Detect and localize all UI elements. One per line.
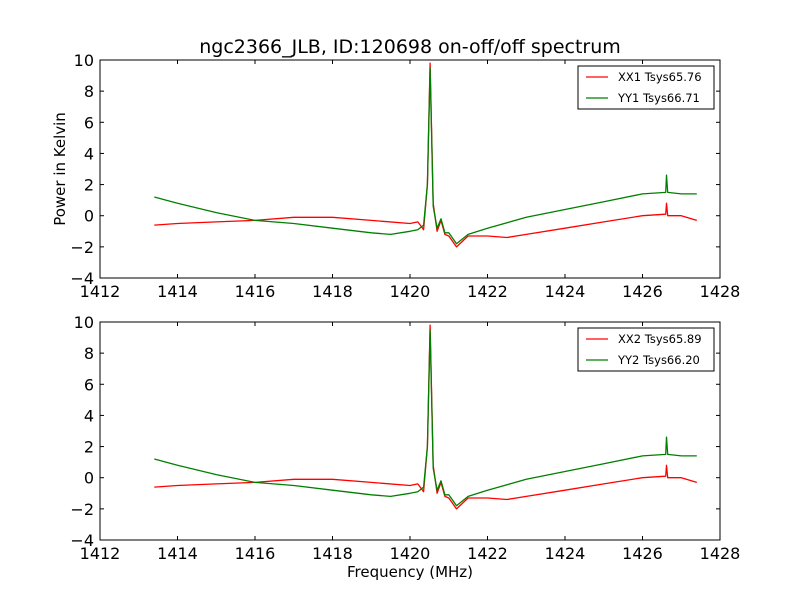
legend-box (577, 327, 715, 372)
y-tick-label: 0 (84, 469, 94, 488)
chart-title: ngc2366_JLB, ID:120698 on-off/off spectr… (199, 36, 621, 58)
x-tick-label: 1420 (390, 282, 431, 301)
y-tick-label: −4 (70, 269, 94, 288)
x-tick-label: 1424 (545, 544, 586, 563)
x-tick-label: 1418 (312, 282, 353, 301)
legend-label: YY1 Tsys66.71 (617, 91, 700, 105)
x-tick-label: 1416 (235, 282, 276, 301)
y-tick-label: 8 (84, 82, 94, 101)
y-tick-label: 4 (84, 406, 94, 425)
x-tick-label: 1418 (312, 544, 353, 563)
x-tick-label: 1422 (467, 282, 508, 301)
y-tick-label: 10 (74, 51, 94, 70)
x-tick-label: 1416 (235, 544, 276, 563)
y-tick-label: 6 (84, 113, 94, 132)
x-tick-label: 1422 (467, 544, 508, 563)
legend: XX1 Tsys65.76 YY1 Tsys66.71 (577, 65, 715, 110)
x-tick-label: 1426 (622, 282, 663, 301)
y-tick-label: 4 (84, 144, 94, 163)
x-tick-label: 1412 (80, 282, 121, 301)
bottom-panel: 1412 1414 1416 1418 1420 1422 1424 1426 1428 −4 −2… (70, 313, 740, 563)
x-tick-label: 1412 (80, 544, 121, 563)
x-tick-label: 1420 (390, 544, 431, 563)
y-tick-label: −2 (70, 238, 94, 257)
y-tick-label: 8 (84, 344, 94, 363)
series-line-yy1 (154, 67, 697, 245)
x-tick-label: 1426 (622, 544, 663, 563)
y-tick-label: −2 (70, 500, 94, 519)
x-axis-label: Frequency (MHz) (347, 563, 473, 581)
x-tick-label: 1428 (700, 282, 741, 301)
legend-box (577, 65, 715, 110)
x-tick-label: 1414 (157, 282, 198, 301)
legend-label: XX1 Tsys65.76 (618, 70, 702, 84)
legend-label: YY2 Tsys66.20 (617, 353, 700, 367)
top-panel: 1412 1414 1416 1418 1420 1422 1424 1426 1428 −4 −2… (70, 51, 740, 301)
y-tick-label: 2 (84, 176, 94, 195)
legend-label: XX2 Tsys65.89 (618, 332, 702, 346)
y-tick-label: 0 (84, 207, 94, 226)
x-tick-label: 1414 (157, 544, 198, 563)
y-tick-label: −4 (70, 531, 94, 550)
x-tick-label: 1424 (545, 282, 586, 301)
y-axis-label: Power in Kelvin (51, 112, 69, 226)
series-line-yy2 (154, 329, 697, 507)
legend: XX2 Tsys65.89 YY2 Tsys66.20 (577, 327, 715, 372)
y-tick-label: 10 (74, 313, 94, 332)
y-tick-label: 2 (84, 438, 94, 457)
y-tick-label: 6 (84, 375, 94, 394)
x-tick-label: 1428 (700, 544, 741, 563)
